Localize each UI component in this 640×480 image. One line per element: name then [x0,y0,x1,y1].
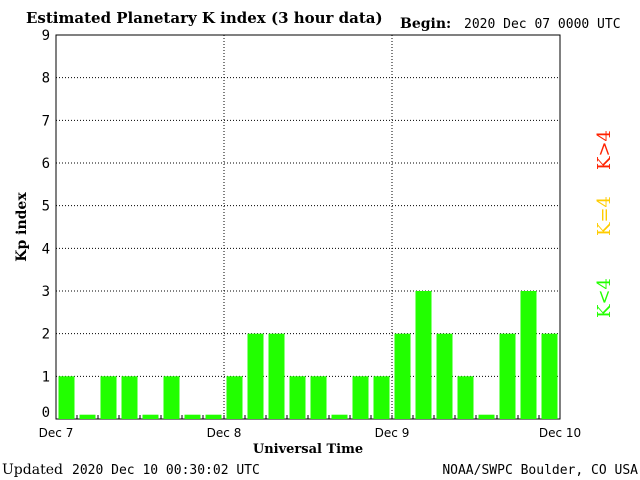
kp-bar [142,414,159,419]
y-tick-label: 5 [42,199,50,215]
kp-bar [100,376,117,419]
y-tick-label: 9 [42,28,50,44]
source-credit: NOAA/SWPC Boulder, CO USA [442,463,638,478]
kp-bar [478,414,495,419]
y-tick-label: 0 [42,405,50,421]
y-tick-label: 4 [42,241,50,257]
y-axis-label: Kp index [14,192,30,262]
kp-bar [520,291,537,419]
x-tick-label: Dec 7 [39,426,74,440]
grid-lines [56,35,560,419]
x-tick-labels: Dec 7 Dec 8 Dec 9 Dec 10 [39,426,581,440]
kp-bar [121,376,138,419]
kp-bar [310,376,327,419]
kp-bar [436,333,453,419]
legend-low-label: K<4 [594,278,615,318]
kp-bar [205,414,222,419]
y-tick-label: 8 [42,71,50,87]
x-tick-label: Dec 8 [207,426,242,440]
kp-bar [415,291,432,419]
begin-value: 2020 Dec 07 0000 UTC [464,17,621,32]
y-tick-label: 3 [42,284,50,300]
legend-mid-label: K=4 [594,196,615,236]
y-tick-label: 6 [42,156,50,172]
x-axis-label: Universal Time [253,442,363,457]
plot-frame [55,34,561,420]
kp-bar [268,333,285,419]
x-tick-label: Dec 9 [375,426,410,440]
begin-label: Begin: [400,16,451,32]
kp-bar [289,376,306,419]
kp-bar [541,333,558,419]
kp-bar [184,414,201,419]
legend-high-label: K>4 [594,130,615,170]
y-tick-label: 2 [42,327,50,343]
bars [58,291,558,419]
kp-bar [499,333,516,419]
kp-bar [331,414,348,419]
kp-bar [226,376,243,419]
y-tick-label: 1 [42,369,50,385]
kp-bar [163,376,180,419]
chart-title: Estimated Planetary K index (3 hour data… [26,9,383,27]
x-tick-label: Dec 10 [539,426,581,440]
updated-value: 2020 Dec 10 00:30:02 UTC [72,463,260,478]
y-tick-label: 7 [42,113,50,129]
kp-bar [352,376,369,419]
updated-label: Updated [2,462,63,478]
kp-bar [394,333,411,419]
y-tick-labels: 0 1 2 3 4 5 6 7 8 9 [42,28,50,421]
kp-bar [247,333,264,419]
kp-bar [79,414,96,419]
kp-bar [373,376,390,419]
kp-bar [58,376,75,419]
kp-bar [457,376,474,419]
